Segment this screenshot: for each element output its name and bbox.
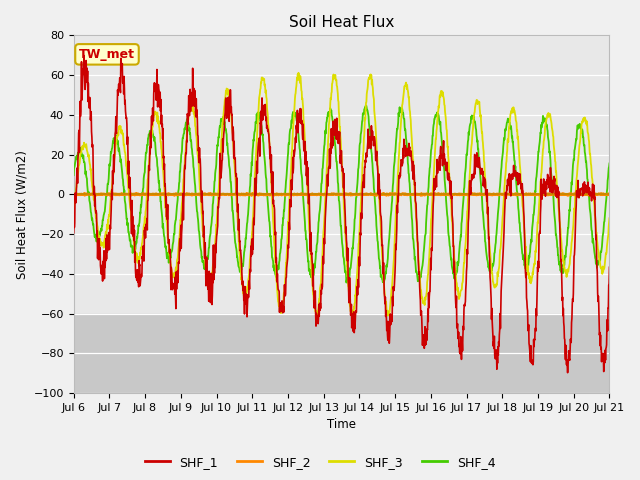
- Title: Soil Heat Flux: Soil Heat Flux: [289, 15, 394, 30]
- X-axis label: Time: Time: [327, 419, 356, 432]
- Text: TW_met: TW_met: [79, 48, 135, 61]
- Y-axis label: Soil Heat Flux (W/m2): Soil Heat Flux (W/m2): [15, 150, 28, 279]
- Legend: SHF_1, SHF_2, SHF_3, SHF_4: SHF_1, SHF_2, SHF_3, SHF_4: [140, 451, 500, 474]
